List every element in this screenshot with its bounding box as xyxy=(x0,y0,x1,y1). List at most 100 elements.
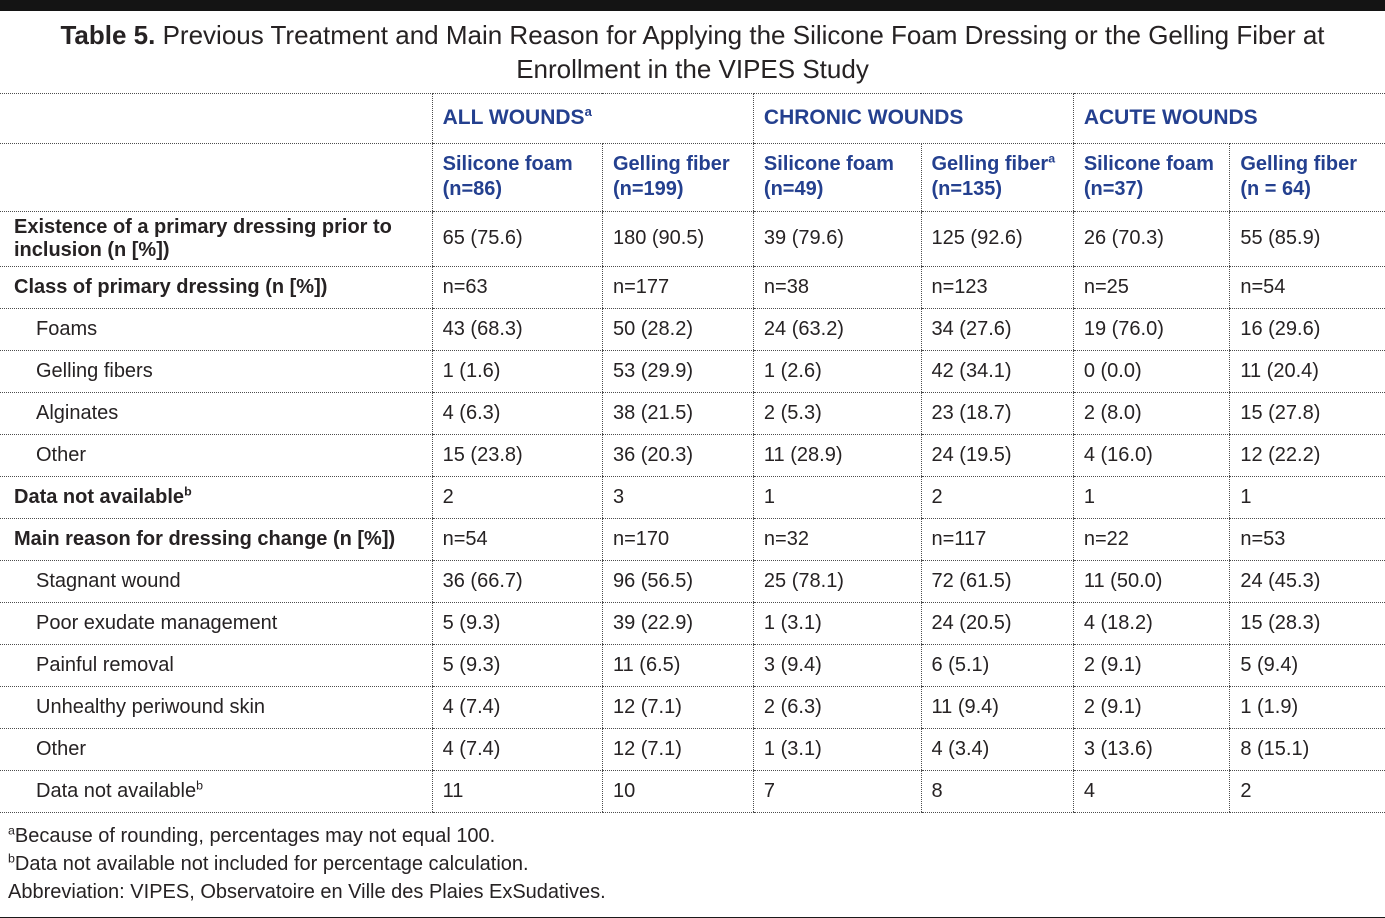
data-cell: 4 (7.4) xyxy=(431,727,603,771)
data-table: ALL WOUNDSa CHRONIC WOUNDS ACUTE WOUNDS … xyxy=(0,92,1385,813)
row-label: Other xyxy=(0,433,433,477)
table-row: Data not availableb 2 3 1 2 1 1 xyxy=(0,475,1385,519)
data-cell: 125 (92.6) xyxy=(920,210,1074,267)
data-cell: 180 (90.5) xyxy=(601,210,754,267)
data-cell: 12 (7.1) xyxy=(601,727,754,771)
row-label: Gelling fibers xyxy=(0,349,433,393)
data-cell: 11 xyxy=(431,769,603,813)
data-cell: 1 (3.1) xyxy=(752,727,921,771)
data-cell: 50 (28.2) xyxy=(601,307,754,351)
data-cell: 5 (9.3) xyxy=(431,643,603,687)
footnote: bData not available not included for per… xyxy=(8,851,529,876)
data-cell: 1 xyxy=(752,475,921,519)
footnote: Abbreviation: VIPES, Observatoire en Vil… xyxy=(8,881,606,904)
data-cell: 16 (29.6) xyxy=(1229,307,1385,351)
data-cell: 2 xyxy=(1229,769,1385,813)
data-cell: 24 (20.5) xyxy=(920,601,1074,645)
data-cell: n=170 xyxy=(601,517,754,561)
data-cell: 12 (7.1) xyxy=(601,685,754,729)
data-cell: 72 (61.5) xyxy=(920,559,1074,603)
table-row: Existence of a primary dressing prior to… xyxy=(0,210,1385,267)
data-cell: n=25 xyxy=(1072,265,1230,309)
data-cell: 55 (85.9) xyxy=(1229,210,1385,267)
data-cell: n=123 xyxy=(920,265,1074,309)
data-cell: n=53 xyxy=(1229,517,1385,561)
superscript: a xyxy=(8,822,15,837)
data-cell: 38 (21.5) xyxy=(601,391,754,435)
row-label: Other xyxy=(0,727,433,771)
data-cell: 96 (56.5) xyxy=(601,559,754,603)
data-cell: n=54 xyxy=(431,517,603,561)
data-cell: n=22 xyxy=(1072,517,1230,561)
table-row: Foams 43 (68.3) 50 (28.2) 24 (63.2) 34 (27.6… xyxy=(0,307,1385,351)
data-cell: 1 (3.1) xyxy=(752,601,921,645)
data-cell: n=54 xyxy=(1229,265,1385,309)
column-header: Silicone foam (n=86) xyxy=(431,142,603,212)
empty-header-cell xyxy=(0,142,433,212)
footnote: aBecause of rounding, percentages may no… xyxy=(8,822,496,847)
data-cell: 24 (63.2) xyxy=(752,307,921,351)
data-cell: 65 (75.6) xyxy=(431,210,603,267)
table-row: Other 4 (7.4) 12 (7.1) 1 (3.1) 4 (3.4) 3 (13.… xyxy=(0,727,1385,771)
data-cell: 1 (2.6) xyxy=(752,349,921,393)
data-cell: 11 (6.5) xyxy=(601,643,754,687)
footnotes: aBecause of rounding, percentages may no… xyxy=(0,813,1385,915)
data-cell: 25 (78.1) xyxy=(752,559,921,603)
table-row: Poor exudate management 5 (9.3) 39 (22.9) 1… xyxy=(0,601,1385,645)
row-label: Stagnant wound xyxy=(0,559,433,603)
data-cell: 6 (5.1) xyxy=(920,643,1074,687)
superscript: a xyxy=(584,104,592,120)
column-header: Gelling fiber (n = 64) xyxy=(1229,142,1385,212)
data-cell: 11 (50.0) xyxy=(1072,559,1230,603)
table-row: Painful removal 5 (9.3) 11 (6.5) 3 (9.4) 6 (… xyxy=(0,643,1385,687)
table-row: Class of primary dressing (n [%]) n=63 n=1… xyxy=(0,265,1385,309)
data-cell: 3 xyxy=(601,475,754,519)
data-cell: 2 (9.1) xyxy=(1072,685,1230,729)
column-header: Silicone foam (n=37) xyxy=(1072,142,1230,212)
superscript: b xyxy=(184,483,192,498)
data-cell: 5 (9.3) xyxy=(431,601,603,645)
data-cell: n=38 xyxy=(752,265,921,309)
treatment-column-header-row: Silicone foam (n=86) Gelling fiber (n=19… xyxy=(0,142,1385,212)
data-cell: 15 (27.8) xyxy=(1229,391,1385,435)
table-row: Alginates 4 (6.3) 38 (21.5) 2 (5.3) 23 (18.7… xyxy=(0,391,1385,435)
data-cell: 8 (15.1) xyxy=(1229,727,1385,771)
row-label: Poor exudate management xyxy=(0,601,433,645)
data-cell: 5 (9.4) xyxy=(1229,643,1385,687)
table-header: ALL WOUNDSa CHRONIC WOUNDS ACUTE WOUNDS … xyxy=(0,92,1385,212)
superscript: a xyxy=(1048,151,1056,166)
data-cell: 8 xyxy=(920,769,1074,813)
data-cell: 26 (70.3) xyxy=(1072,210,1230,267)
data-cell: 1 xyxy=(1072,475,1230,519)
superscript: b xyxy=(8,851,15,866)
group-header-acute-wounds: ACUTE WOUNDS xyxy=(1072,92,1385,144)
data-cell: 43 (68.3) xyxy=(431,307,603,351)
data-cell: 4 (6.3) xyxy=(431,391,603,435)
data-cell: 11 (9.4) xyxy=(920,685,1074,729)
data-cell: n=117 xyxy=(920,517,1074,561)
data-cell: 1 (1.6) xyxy=(431,349,603,393)
data-cell: 2 xyxy=(431,475,603,519)
data-cell: 4 (7.4) xyxy=(431,685,603,729)
data-cell: 23 (18.7) xyxy=(920,391,1074,435)
data-cell: 4 (16.0) xyxy=(1072,433,1230,477)
data-cell: n=63 xyxy=(431,265,603,309)
wound-group-header-row: ALL WOUNDSa CHRONIC WOUNDS ACUTE WOUNDS xyxy=(0,92,1385,144)
data-cell: 3 (9.4) xyxy=(752,643,921,687)
data-cell: 53 (29.9) xyxy=(601,349,754,393)
row-label: Existence of a primary dressing prior to… xyxy=(0,210,433,267)
data-cell: n=32 xyxy=(752,517,921,561)
row-label: Foams xyxy=(0,307,433,351)
column-header: Gelling fiber (n=199) xyxy=(601,142,754,212)
superscript: b xyxy=(196,777,204,792)
row-label: Main reason for dressing change (n [%]) xyxy=(0,517,433,561)
data-cell: 39 (79.6) xyxy=(752,210,921,267)
top-rule xyxy=(0,0,1385,11)
data-cell: 2 (9.1) xyxy=(1072,643,1230,687)
bottom-rule xyxy=(0,916,1385,918)
table-row: Data not availableb 11 10 7 8 4 2 xyxy=(0,769,1385,813)
data-cell: 4 (18.2) xyxy=(1072,601,1230,645)
table-row: Other 15 (23.8) 36 (20.3) 11 (28.9) 24 (19.5… xyxy=(0,433,1385,477)
row-label: Unhealthy periwound skin xyxy=(0,685,433,729)
